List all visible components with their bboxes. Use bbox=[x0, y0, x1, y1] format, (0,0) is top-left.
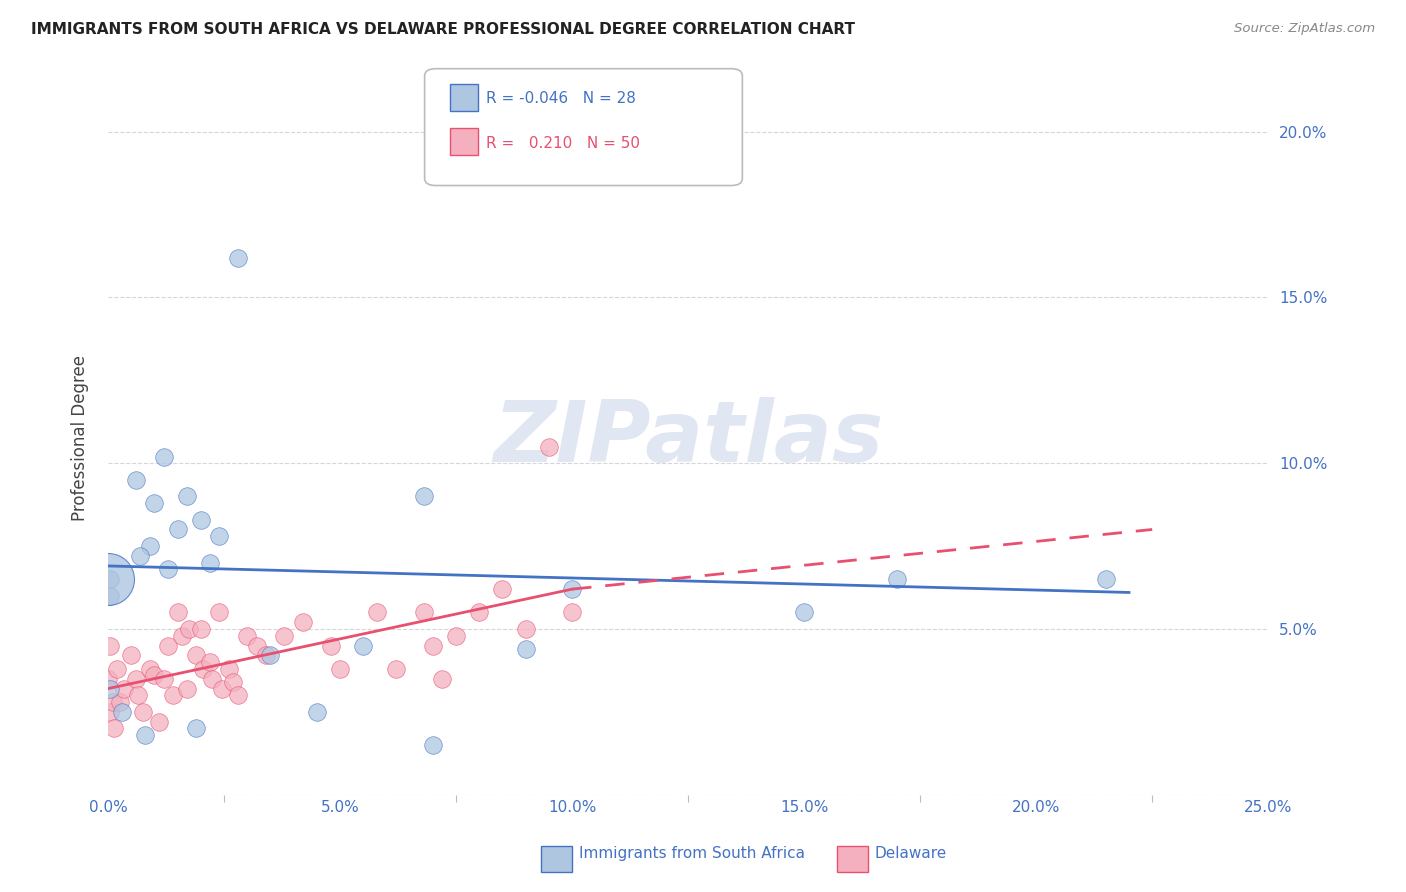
Point bbox=[1094, 572, 1116, 586]
Point bbox=[319, 639, 342, 653]
Point bbox=[412, 489, 434, 503]
Text: R =   0.210   N = 50: R = 0.210 N = 50 bbox=[486, 136, 641, 151]
Point bbox=[515, 641, 537, 656]
Point bbox=[152, 672, 174, 686]
Point bbox=[152, 450, 174, 464]
Point bbox=[291, 615, 314, 630]
Point bbox=[305, 705, 328, 719]
Point bbox=[157, 562, 180, 576]
Point bbox=[254, 648, 277, 663]
Text: ZIPatlas: ZIPatlas bbox=[494, 397, 883, 480]
Point bbox=[329, 662, 352, 676]
Point bbox=[108, 695, 131, 709]
Point bbox=[201, 672, 224, 686]
Point bbox=[176, 489, 198, 503]
Point bbox=[166, 523, 188, 537]
Point bbox=[148, 714, 170, 729]
Point bbox=[211, 681, 233, 696]
Point bbox=[176, 681, 198, 696]
Point bbox=[162, 688, 184, 702]
Point bbox=[98, 681, 121, 696]
Point bbox=[97, 672, 120, 686]
Point bbox=[198, 655, 221, 669]
Point bbox=[98, 572, 121, 586]
Point bbox=[218, 662, 240, 676]
Text: R = -0.046   N = 28: R = -0.046 N = 28 bbox=[486, 91, 637, 106]
Point bbox=[186, 722, 208, 736]
Point bbox=[366, 605, 388, 619]
Point bbox=[132, 705, 155, 719]
Point bbox=[143, 496, 166, 510]
Point bbox=[515, 622, 537, 636]
Point bbox=[143, 668, 166, 682]
Point bbox=[112, 681, 135, 696]
Point bbox=[236, 629, 259, 643]
Text: Immigrants from South Africa: Immigrants from South Africa bbox=[579, 847, 806, 861]
Point bbox=[98, 705, 121, 719]
Point bbox=[98, 589, 121, 603]
Point bbox=[125, 473, 148, 487]
Point bbox=[444, 629, 467, 643]
Text: Delaware: Delaware bbox=[875, 847, 946, 861]
Point bbox=[157, 639, 180, 653]
Point bbox=[101, 695, 124, 709]
Point bbox=[139, 662, 162, 676]
Point bbox=[139, 539, 162, 553]
Point bbox=[198, 556, 221, 570]
Point bbox=[259, 648, 281, 663]
Point bbox=[886, 572, 908, 586]
Point bbox=[191, 662, 214, 676]
Point bbox=[422, 639, 444, 653]
Point bbox=[125, 672, 148, 686]
Point bbox=[208, 605, 231, 619]
Point bbox=[222, 675, 245, 690]
Point bbox=[105, 662, 128, 676]
Point bbox=[384, 662, 406, 676]
Point bbox=[129, 549, 152, 563]
Point bbox=[179, 622, 201, 636]
Point bbox=[98, 639, 121, 653]
Point bbox=[245, 639, 267, 653]
Point bbox=[186, 648, 208, 663]
Point bbox=[491, 582, 513, 596]
Point bbox=[561, 605, 583, 619]
Text: IMMIGRANTS FROM SOUTH AFRICA VS DELAWARE PROFESSIONAL DEGREE CORRELATION CHART: IMMIGRANTS FROM SOUTH AFRICA VS DELAWARE… bbox=[31, 22, 855, 37]
Point bbox=[430, 672, 453, 686]
Point bbox=[190, 512, 212, 526]
Point bbox=[120, 648, 142, 663]
Point bbox=[537, 440, 560, 454]
Point bbox=[352, 639, 374, 653]
Y-axis label: Professional Degree: Professional Degree bbox=[72, 355, 89, 521]
Point bbox=[412, 605, 434, 619]
Point bbox=[208, 529, 231, 543]
Point bbox=[422, 738, 444, 752]
Point bbox=[103, 722, 125, 736]
Point bbox=[97, 572, 120, 586]
Point bbox=[226, 251, 249, 265]
Point bbox=[273, 629, 295, 643]
Point bbox=[172, 629, 194, 643]
Point bbox=[127, 688, 149, 702]
Point bbox=[111, 705, 134, 719]
Point bbox=[134, 728, 156, 742]
Point bbox=[190, 622, 212, 636]
Text: Source: ZipAtlas.com: Source: ZipAtlas.com bbox=[1234, 22, 1375, 36]
Point bbox=[561, 582, 583, 596]
Point bbox=[468, 605, 491, 619]
Point bbox=[226, 688, 249, 702]
Point bbox=[166, 605, 188, 619]
Point bbox=[793, 605, 815, 619]
